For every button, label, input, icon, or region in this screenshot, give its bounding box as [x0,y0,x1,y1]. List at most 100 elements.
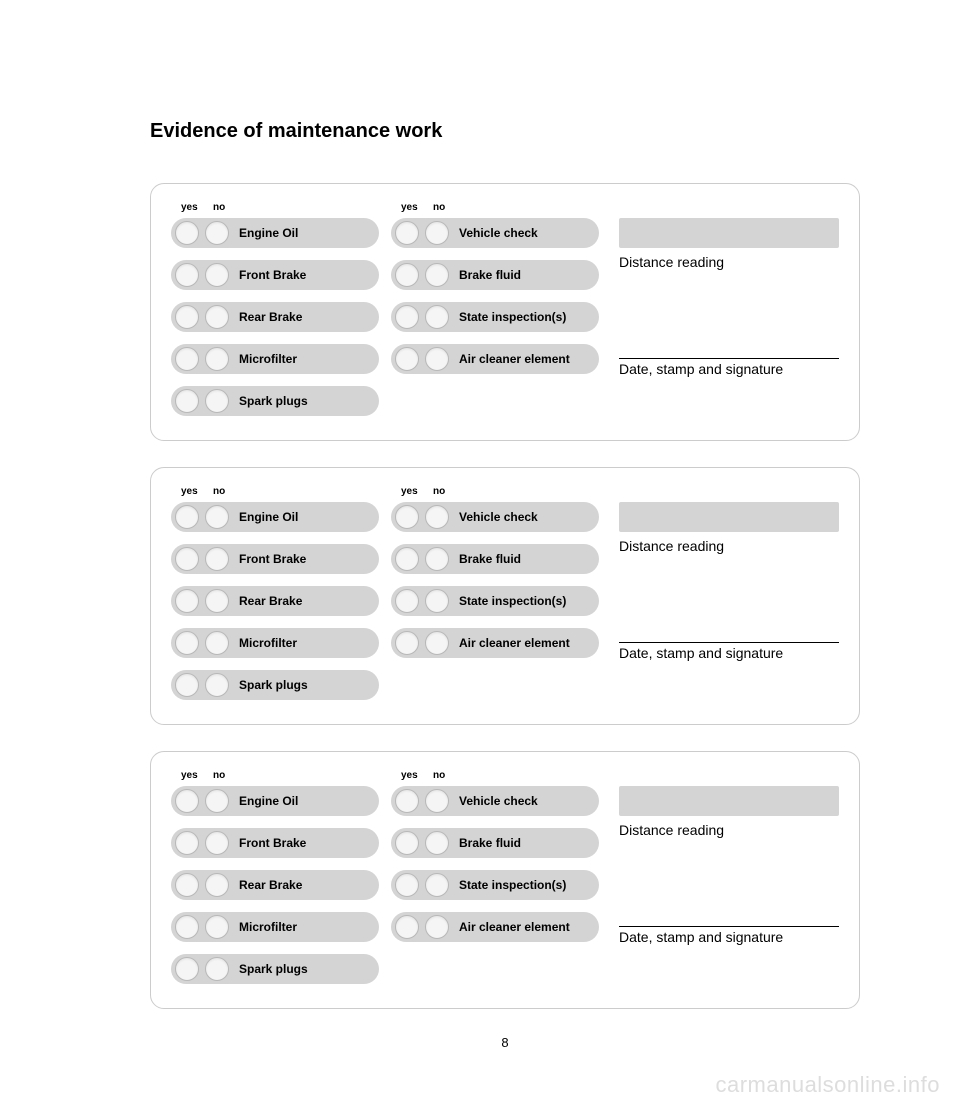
yes-circle[interactable] [175,347,199,371]
item-label: Spark plugs [239,962,308,976]
maintenance-card: yesnoEngine OilFront BrakeRear BrakeMicr… [150,467,860,725]
no-circle[interactable] [205,589,229,613]
yes-circle[interactable] [395,347,419,371]
no-circle[interactable] [205,915,229,939]
no-circle[interactable] [425,347,449,371]
distance-input-box[interactable] [619,502,839,532]
item-label: Rear Brake [239,878,302,892]
col2-item: State inspection(s) [391,870,599,900]
column-info: Distance readingDate, stamp and signatur… [611,202,839,416]
col1-item: Rear Brake [171,870,379,900]
yes-circle[interactable] [395,831,419,855]
col1-item: Front Brake [171,544,379,574]
col1-item: Spark plugs [171,386,379,416]
yes-circle[interactable] [175,915,199,939]
column-info: Distance readingDate, stamp and signatur… [611,486,839,700]
no-circle[interactable] [425,547,449,571]
maintenance-card: yesnoEngine OilFront BrakeRear BrakeMicr… [150,183,860,441]
item-label: Engine Oil [239,794,298,808]
yes-circle[interactable] [175,547,199,571]
column-1: yesnoEngine OilFront BrakeRear BrakeMicr… [171,202,379,416]
item-label: Engine Oil [239,510,298,524]
no-circle[interactable] [205,505,229,529]
item-label: State inspection(s) [459,310,566,324]
no-circle[interactable] [205,631,229,655]
yes-no-header: yesno [171,202,379,216]
yes-circle[interactable] [395,263,419,287]
item-label: Spark plugs [239,394,308,408]
no-circle[interactable] [425,831,449,855]
no-label: no [433,770,445,781]
yes-circle[interactable] [395,221,419,245]
column-1: yesnoEngine OilFront BrakeRear BrakeMicr… [171,770,379,984]
no-circle[interactable] [425,915,449,939]
no-circle[interactable] [205,347,229,371]
no-circle[interactable] [205,263,229,287]
item-label: Brake fluid [459,836,521,850]
item-label: Rear Brake [239,594,302,608]
distance-input-box[interactable] [619,218,839,248]
yes-no-header: yes no [171,770,379,784]
page-title: Evidence of maintenance work [150,120,860,143]
col2-item: Brake fluid [391,260,599,290]
yes-circle[interactable] [175,957,199,981]
yes-circle[interactable] [395,873,419,897]
yes-circle[interactable] [175,505,199,529]
yes-circle[interactable] [395,589,419,613]
col2-item: Brake fluid [391,544,599,574]
no-circle[interactable] [425,589,449,613]
yes-circle[interactable] [395,631,419,655]
item-label: Brake fluid [459,552,521,566]
col1-item: Engine Oil [171,218,379,248]
no-label: no [213,486,225,497]
yes-circle[interactable] [395,505,419,529]
yes-circle[interactable] [175,305,199,329]
yes-circle[interactable] [175,589,199,613]
no-circle[interactable] [205,673,229,697]
no-circle[interactable] [205,305,229,329]
yes-circle[interactable] [395,789,419,813]
yes-label: yes [181,486,198,497]
col2-item: Brake fluid [391,828,599,858]
yes-circle[interactable] [395,915,419,939]
yes-label: yes [401,770,418,781]
yes-circle[interactable] [395,547,419,571]
no-circle[interactable] [205,789,229,813]
no-circle[interactable] [205,957,229,981]
watermark: carmanualsonline.info [715,1072,940,1098]
no-circle[interactable] [425,263,449,287]
yes-circle[interactable] [175,789,199,813]
yes-circle[interactable] [175,221,199,245]
no-circle[interactable] [205,221,229,245]
no-circle[interactable] [425,873,449,897]
cards-container: yes no Engine Oil Front Brake Rear Brake Micr… [150,183,860,1009]
no-circle[interactable] [425,305,449,329]
no-circle[interactable] [205,831,229,855]
col2-item: Air cleaner element [391,628,599,658]
col1-item: Engine Oil [171,786,379,816]
distance-label: Distance reading [619,822,839,838]
no-label: no [213,770,225,781]
no-circle[interactable] [425,789,449,813]
no-circle[interactable] [425,221,449,245]
no-circle[interactable] [425,631,449,655]
col2-item: Air cleaner element [391,912,599,942]
yes-label: yes [181,770,198,781]
no-circle[interactable] [205,547,229,571]
yes-circle[interactable] [175,631,199,655]
yes-circle[interactable] [175,263,199,287]
yes-circle[interactable] [175,831,199,855]
yes-circle[interactable] [175,389,199,413]
no-circle[interactable] [205,873,229,897]
no-circle[interactable] [425,505,449,529]
yes-label: yes [401,486,418,497]
maintenance-card: yesnoEngine OilFront BrakeRear BrakeMicr… [150,751,860,1009]
yes-circle[interactable] [175,873,199,897]
no-circle[interactable] [205,389,229,413]
yes-circle[interactable] [395,305,419,329]
distance-input-box[interactable] [619,786,839,816]
col1-item: Spark plugs [171,954,379,984]
col1-item: Microfilter [171,628,379,658]
yes-circle[interactable] [175,673,199,697]
yes-no-header: yesno [391,486,599,500]
